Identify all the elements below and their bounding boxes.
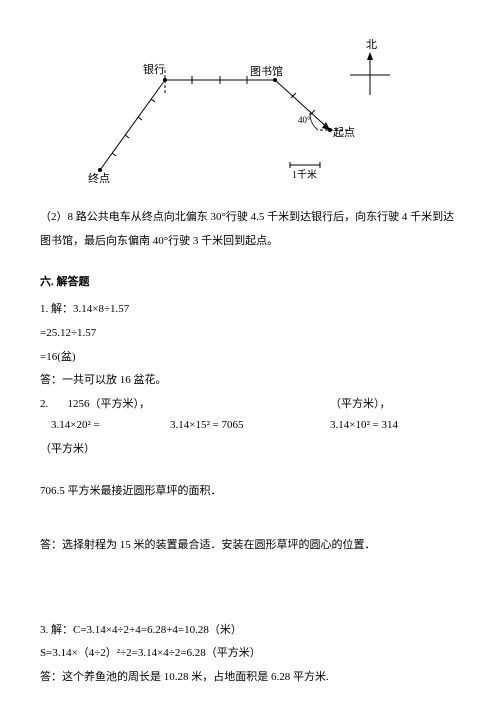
p2-row2: 3.14×20² = 3.14×15² = 7065 3.14×10² = 31… <box>40 417 460 435</box>
library-label: 图书馆 <box>250 64 283 78</box>
p2-row1: 2. 1256（平方米）， （平方米）， <box>40 396 460 414</box>
north-label: 北 <box>366 38 377 51</box>
scale-label: 1千米 <box>292 168 317 181</box>
section-6-title: 六. 解答题 <box>40 273 460 289</box>
p1-line1: 1. 解：3.14×8÷1.57 <box>40 301 460 319</box>
p3-line2: S=3.14×（4÷2）²÷2=3.14×4÷2=6.28（平方米） <box>40 645 460 663</box>
p2-answer: 答：选择射程为 15 米的装置最合适．安装在圆形草坪的圆心的位置． <box>40 537 460 555</box>
end-label: 终点 <box>88 171 110 185</box>
p1-line3: =16(盆) <box>40 349 460 367</box>
p3-line3: 答：这个养鱼池的周长是 10.28 米，占地面积是 6.28 平方米. <box>40 669 460 687</box>
question-2-text: （2）8 路公共电车从终点向北偏东 30°行驶 4.5 千米到达银行后，向东行驶… <box>40 205 460 253</box>
p1-line4: 答：一共可以放 16 盆花。 <box>40 372 460 390</box>
bank-label: 银行 <box>143 62 165 76</box>
compass-icon: 北 <box>350 38 390 95</box>
p1-line2: =25.12÷1.57 <box>40 325 460 343</box>
route-diagram: 北 银行 图书馆 起点 终点 40° <box>40 20 460 190</box>
p2-row3: （平方米） <box>40 441 460 459</box>
p3-line1: 3. 解：C=3.14×4÷2+4=6.28+4=10.28（米） <box>40 622 460 640</box>
p2-mid: 706.5 平方米最接近圆形草坪的面积． <box>40 483 460 501</box>
angle-label: 40° <box>298 115 311 125</box>
start-label: 起点 <box>333 126 355 139</box>
